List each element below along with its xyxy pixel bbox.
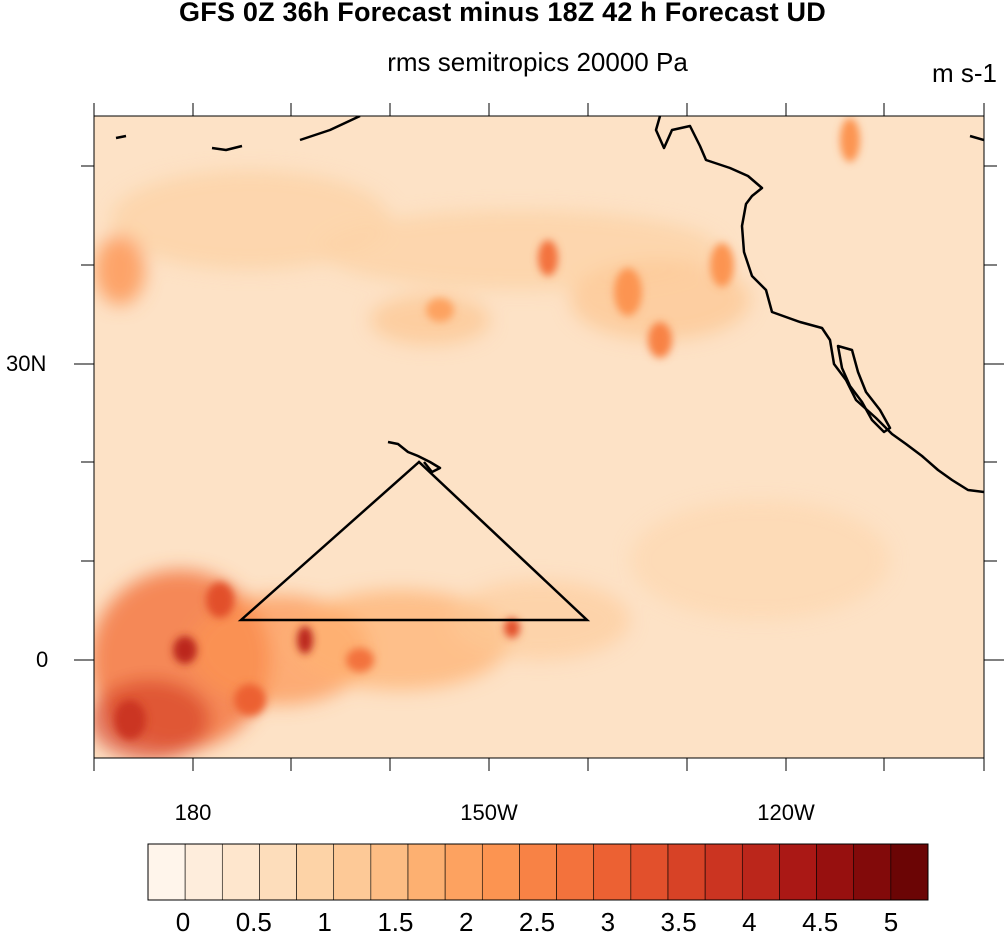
axis-ticks (74, 103, 1004, 771)
colorbar-swatch (630, 843, 669, 901)
lon-label-150w: 150W (460, 800, 518, 825)
colorbar-swatch (407, 843, 446, 901)
colorbar-tick-label: 2 (458, 907, 474, 937)
colorbar-swatch (147, 843, 186, 901)
colorbar-swatch (704, 843, 743, 901)
coastlines (115, 116, 984, 494)
colorbar (147, 843, 929, 901)
colorbar-tick-label: 1.5 (377, 907, 414, 937)
colorbar-tick-label: 1 (317, 907, 332, 937)
colorbar-tick-label: 2.5 (518, 907, 556, 937)
lat-label-30n: 30N (6, 351, 47, 376)
colorbar-frame (147, 843, 929, 901)
colorbar-swatch (259, 843, 297, 901)
colorbar-swatch (816, 843, 855, 901)
rms-field (94, 116, 984, 758)
colorbar-swatch (444, 843, 483, 901)
colorbar-tick-label: 0.5 (235, 907, 272, 937)
colorbar-swatch (370, 843, 409, 901)
map-frame (93, 115, 985, 759)
colorbar-swatch (890, 843, 929, 901)
units-label: m s-1 (932, 58, 997, 88)
colorbar-tick-label: 4 (742, 907, 757, 937)
colorbar-tick-label: 3 (600, 907, 616, 937)
map-title: GFS 0Z 36h Forecast minus 18Z 42 h Forec… (179, 0, 826, 27)
colorbar-swatch (519, 843, 557, 901)
region-triangle (237, 460, 591, 622)
colorbar-swatch (556, 843, 595, 901)
colorbar-swatch (779, 843, 817, 901)
colorbar-tick-label: 4.5 (802, 907, 839, 937)
aleutian-islands-west (115, 134, 127, 140)
colorbar-tick-label: 5 (883, 907, 899, 937)
newfoundland-edge (969, 134, 984, 142)
lon-label-120w: 120W (757, 800, 815, 825)
aleutian-islands-east (211, 144, 243, 152)
map-subtitle: rms semitropics 20000 Pa (387, 47, 688, 77)
baja-peninsula (836, 344, 892, 434)
colorbar-swatch (184, 843, 223, 901)
colorbar-swatch (333, 843, 372, 901)
colorbar-tick-label: 3.5 (660, 907, 697, 937)
north-america-coast (654, 116, 984, 494)
lat-label-eq: 0 (36, 647, 49, 672)
colorbar-swatch (667, 843, 706, 901)
colorbar-swatch (221, 843, 260, 901)
colorbar-swatch (481, 843, 520, 901)
colorbar-swatch (741, 843, 780, 901)
colorbar-swatch (296, 843, 335, 901)
colorbar-swatch (853, 843, 892, 901)
lon-label-180: 180 (174, 800, 212, 825)
colorbar-tick-label: 0 (175, 907, 191, 937)
aleutian-islands (299, 116, 361, 142)
hawaiian-islands (387, 440, 442, 474)
colorbar-swatch (593, 843, 632, 901)
